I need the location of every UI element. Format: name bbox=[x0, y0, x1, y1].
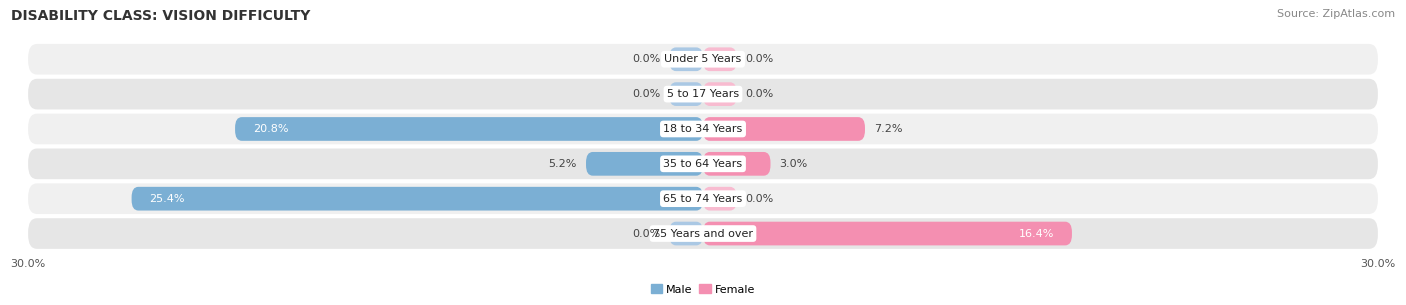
Text: 35 to 64 Years: 35 to 64 Years bbox=[664, 159, 742, 169]
Text: 0.0%: 0.0% bbox=[745, 194, 773, 204]
FancyBboxPatch shape bbox=[703, 117, 865, 141]
Text: 65 to 74 Years: 65 to 74 Years bbox=[664, 194, 742, 204]
Text: 0.0%: 0.0% bbox=[745, 54, 773, 64]
Text: 75 Years and over: 75 Years and over bbox=[652, 228, 754, 239]
FancyBboxPatch shape bbox=[703, 47, 737, 71]
FancyBboxPatch shape bbox=[703, 152, 770, 176]
FancyBboxPatch shape bbox=[669, 47, 703, 71]
FancyBboxPatch shape bbox=[28, 218, 1378, 249]
Text: 5.2%: 5.2% bbox=[548, 159, 576, 169]
Text: Source: ZipAtlas.com: Source: ZipAtlas.com bbox=[1277, 9, 1395, 19]
Text: 16.4%: 16.4% bbox=[1018, 228, 1054, 239]
FancyBboxPatch shape bbox=[586, 152, 703, 176]
Text: 0.0%: 0.0% bbox=[745, 89, 773, 99]
FancyBboxPatch shape bbox=[28, 44, 1378, 75]
FancyBboxPatch shape bbox=[669, 82, 703, 106]
FancyBboxPatch shape bbox=[28, 114, 1378, 144]
FancyBboxPatch shape bbox=[703, 82, 737, 106]
FancyBboxPatch shape bbox=[669, 222, 703, 246]
FancyBboxPatch shape bbox=[132, 187, 703, 210]
FancyBboxPatch shape bbox=[28, 183, 1378, 214]
FancyBboxPatch shape bbox=[703, 187, 737, 210]
Text: 0.0%: 0.0% bbox=[633, 54, 661, 64]
Text: DISABILITY CLASS: VISION DIFFICULTY: DISABILITY CLASS: VISION DIFFICULTY bbox=[11, 9, 311, 23]
Text: 7.2%: 7.2% bbox=[875, 124, 903, 134]
FancyBboxPatch shape bbox=[28, 79, 1378, 109]
Text: 18 to 34 Years: 18 to 34 Years bbox=[664, 124, 742, 134]
Text: 25.4%: 25.4% bbox=[149, 194, 186, 204]
Text: 20.8%: 20.8% bbox=[253, 124, 288, 134]
Text: 0.0%: 0.0% bbox=[633, 228, 661, 239]
FancyBboxPatch shape bbox=[28, 149, 1378, 179]
Text: 0.0%: 0.0% bbox=[633, 89, 661, 99]
Text: Under 5 Years: Under 5 Years bbox=[665, 54, 741, 64]
Text: 5 to 17 Years: 5 to 17 Years bbox=[666, 89, 740, 99]
Text: 3.0%: 3.0% bbox=[779, 159, 807, 169]
Legend: Male, Female: Male, Female bbox=[647, 280, 759, 299]
FancyBboxPatch shape bbox=[235, 117, 703, 141]
FancyBboxPatch shape bbox=[703, 222, 1071, 246]
